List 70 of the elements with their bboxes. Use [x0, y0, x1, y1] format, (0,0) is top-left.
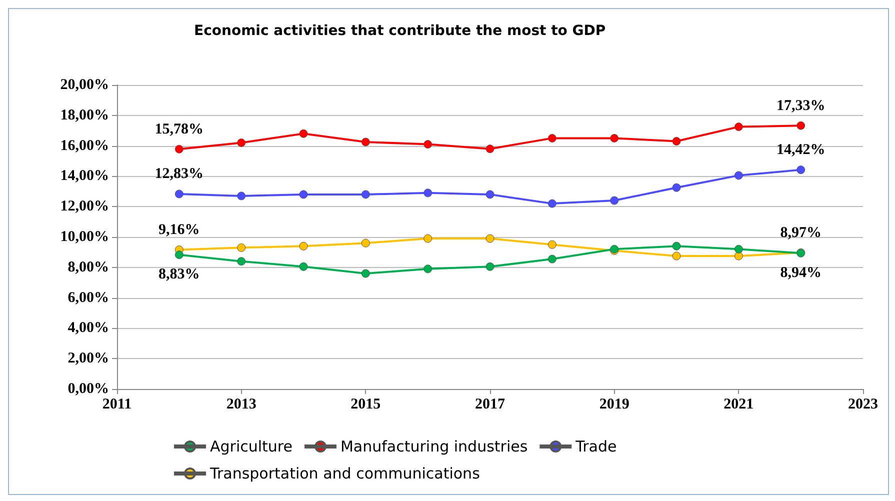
point [548, 199, 556, 208]
point [548, 254, 556, 264]
y-tick-label: 6,00% [68, 290, 109, 306]
point [486, 262, 494, 271]
y-tick-label: 14,00% [60, 168, 109, 184]
x-tick-label: 2015 [350, 396, 381, 412]
point [672, 136, 681, 146]
point [486, 234, 494, 243]
data-label: 14,42% [776, 142, 826, 158]
x-tick-label: 2017 [475, 396, 506, 412]
point [672, 242, 681, 250]
legend-label: Transportation and communications [209, 464, 480, 482]
data-label: 17,33% [776, 98, 826, 114]
point [174, 144, 184, 154]
point [734, 252, 743, 260]
point [237, 243, 246, 252]
y-tick-label: 20,00% [60, 77, 109, 93]
point [734, 122, 743, 132]
y-tick-label: 12,00% [60, 198, 109, 215]
point [361, 138, 370, 146]
y-tick-label: 16,00% [60, 138, 109, 154]
point [424, 264, 432, 274]
data-label: 8,83% [158, 266, 200, 283]
point [424, 188, 432, 198]
point [548, 240, 556, 249]
point [361, 269, 370, 278]
data-label: 8,97% [780, 224, 822, 241]
legend-label: Agriculture [210, 438, 292, 456]
data-label: 8,94% [780, 264, 822, 281]
point [548, 134, 556, 142]
point [299, 262, 308, 271]
point [486, 190, 494, 199]
point [796, 166, 806, 174]
point [361, 190, 370, 199]
point [424, 234, 432, 243]
y-tick-label: 18,00% [60, 107, 109, 124]
point [796, 121, 806, 130]
x-tick-label: 2011 [102, 396, 132, 412]
legend-label: Manufacturing industries [340, 438, 528, 456]
point [174, 190, 184, 198]
y-tick-label: 4,00% [68, 320, 109, 336]
point [237, 138, 246, 148]
point [299, 190, 308, 199]
point [299, 242, 308, 250]
point [486, 144, 494, 154]
data-label: 9,16% [158, 222, 200, 238]
y-tick-label: 2,00% [68, 350, 109, 367]
chart-title: Economic activities that contribute the most to GDP [194, 23, 606, 39]
point [672, 252, 681, 260]
point [361, 238, 370, 248]
y-tick-label: 10,00% [60, 229, 109, 245]
point [299, 129, 308, 138]
legend-label: Trade [574, 438, 617, 456]
x-tick-label: 2013 [226, 396, 256, 412]
point [610, 134, 619, 142]
point [174, 250, 184, 260]
point [610, 196, 619, 205]
point [734, 171, 743, 180]
y-tick-label: 0,00% [68, 381, 109, 397]
point [672, 183, 681, 192]
point [734, 244, 743, 254]
x-tick-label: 2019 [599, 396, 630, 412]
point [237, 192, 246, 200]
point [424, 140, 432, 149]
x-tick-label: 2023 [848, 396, 878, 412]
point [237, 257, 246, 266]
data-label: 15,78% [154, 121, 204, 138]
data-label: 12,83% [154, 166, 204, 182]
x-tick-label: 2021 [724, 396, 754, 412]
y-tick-label: 8,00% [68, 259, 109, 276]
